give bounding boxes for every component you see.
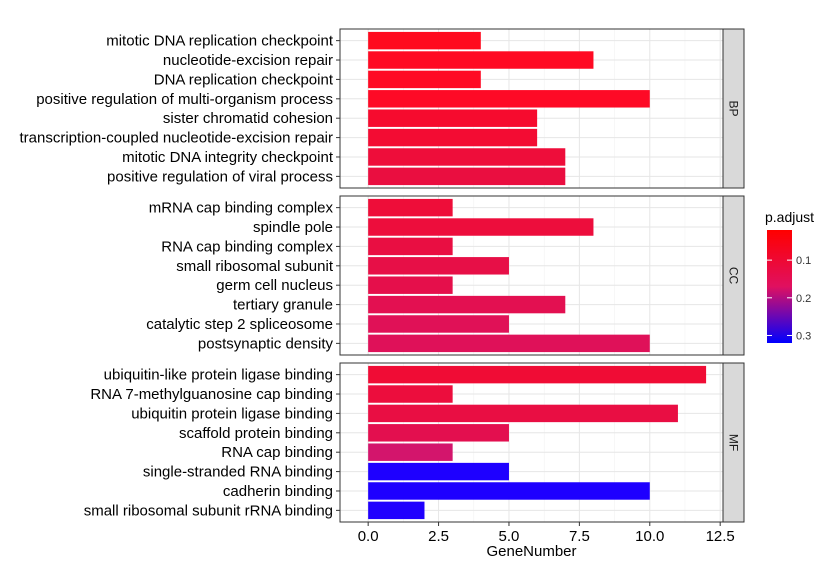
bar: [368, 128, 538, 147]
bar: [368, 167, 566, 186]
bar: [368, 295, 566, 314]
x-tick-label: 12.5: [706, 528, 735, 545]
facet-label: BP: [727, 100, 741, 116]
category-label: spindle pole: [253, 219, 333, 236]
legend-title: p.adjust: [765, 209, 814, 225]
bar: [368, 276, 453, 294]
x-axis-title: GeneNumber: [486, 543, 576, 560]
category-label: postsynaptic density: [198, 335, 334, 352]
category-label: small ribosomal subunit rRNA binding: [84, 502, 333, 519]
category-label: DNA replication checkpoint: [154, 71, 334, 88]
category-label: single-stranded RNA binding: [143, 464, 333, 481]
bar: [368, 237, 453, 256]
category-label: ubiquitin-like protein ligase binding: [104, 367, 333, 384]
category-label: ubiquitin protein ligase binding: [131, 405, 333, 422]
bar: [368, 443, 453, 461]
category-label: nucleotide-excision repair: [163, 52, 333, 69]
category-label: mitotic DNA integrity checkpoint: [122, 149, 334, 166]
bar: [368, 198, 453, 217]
category-label: positive regulation of multi-organism pr…: [36, 91, 333, 108]
category-label: germ cell nucleus: [216, 277, 333, 294]
x-tick-label: 5.0: [499, 528, 520, 545]
legend-tick-label: 0.2: [796, 293, 811, 305]
facet-label: CC: [727, 267, 741, 285]
bar: [368, 90, 650, 108]
bar: [368, 385, 453, 403]
bar: [368, 315, 509, 333]
facet-strip: [722, 362, 745, 523]
bar: [368, 501, 425, 520]
category-label: RNA cap binding complex: [161, 238, 333, 255]
category-label: sister chromatid cohesion: [163, 110, 333, 127]
bar: [368, 424, 509, 442]
bar: [368, 365, 707, 384]
bar: [368, 51, 594, 69]
bar: [368, 218, 594, 236]
category-label: RNA 7-methylguanosine cap binding: [90, 386, 333, 403]
facet-strip: [722, 28, 745, 189]
x-tick-label: 7.5: [569, 528, 590, 545]
bar: [368, 70, 481, 89]
bar: [368, 334, 650, 353]
category-label: small ribosomal subunit: [176, 258, 334, 275]
bar: [368, 257, 509, 275]
facet-strip: [722, 195, 745, 356]
bar: [368, 462, 509, 481]
legend-tick-label: 0.1: [796, 255, 811, 267]
category-label: RNA cap binding: [221, 444, 333, 461]
category-label: mitotic DNA replication checkpoint: [106, 33, 334, 50]
bar: [368, 31, 481, 50]
x-tick-label: 10.0: [635, 528, 664, 545]
category-label: positive regulation of viral process: [107, 168, 333, 185]
category-label: cadherin binding: [223, 483, 333, 500]
bar: [368, 482, 650, 500]
category-label: scaffold protein binding: [179, 425, 333, 442]
category-label: tertiary granule: [233, 297, 333, 314]
legend-tick-label: 0.3: [796, 330, 811, 342]
category-label: catalytic step 2 spliceosome: [146, 316, 333, 333]
x-tick-label: 2.5: [428, 528, 449, 545]
legend-colorbar: [767, 230, 792, 343]
x-tick-label: 0.0: [358, 528, 379, 545]
facet-label: MF: [727, 434, 741, 451]
bar: [368, 109, 538, 127]
bar: [368, 148, 566, 166]
category-label: mRNA cap binding complex: [149, 200, 334, 217]
category-label: transcription-coupled nucleotide-excisio…: [20, 130, 334, 147]
bar: [368, 404, 678, 423]
